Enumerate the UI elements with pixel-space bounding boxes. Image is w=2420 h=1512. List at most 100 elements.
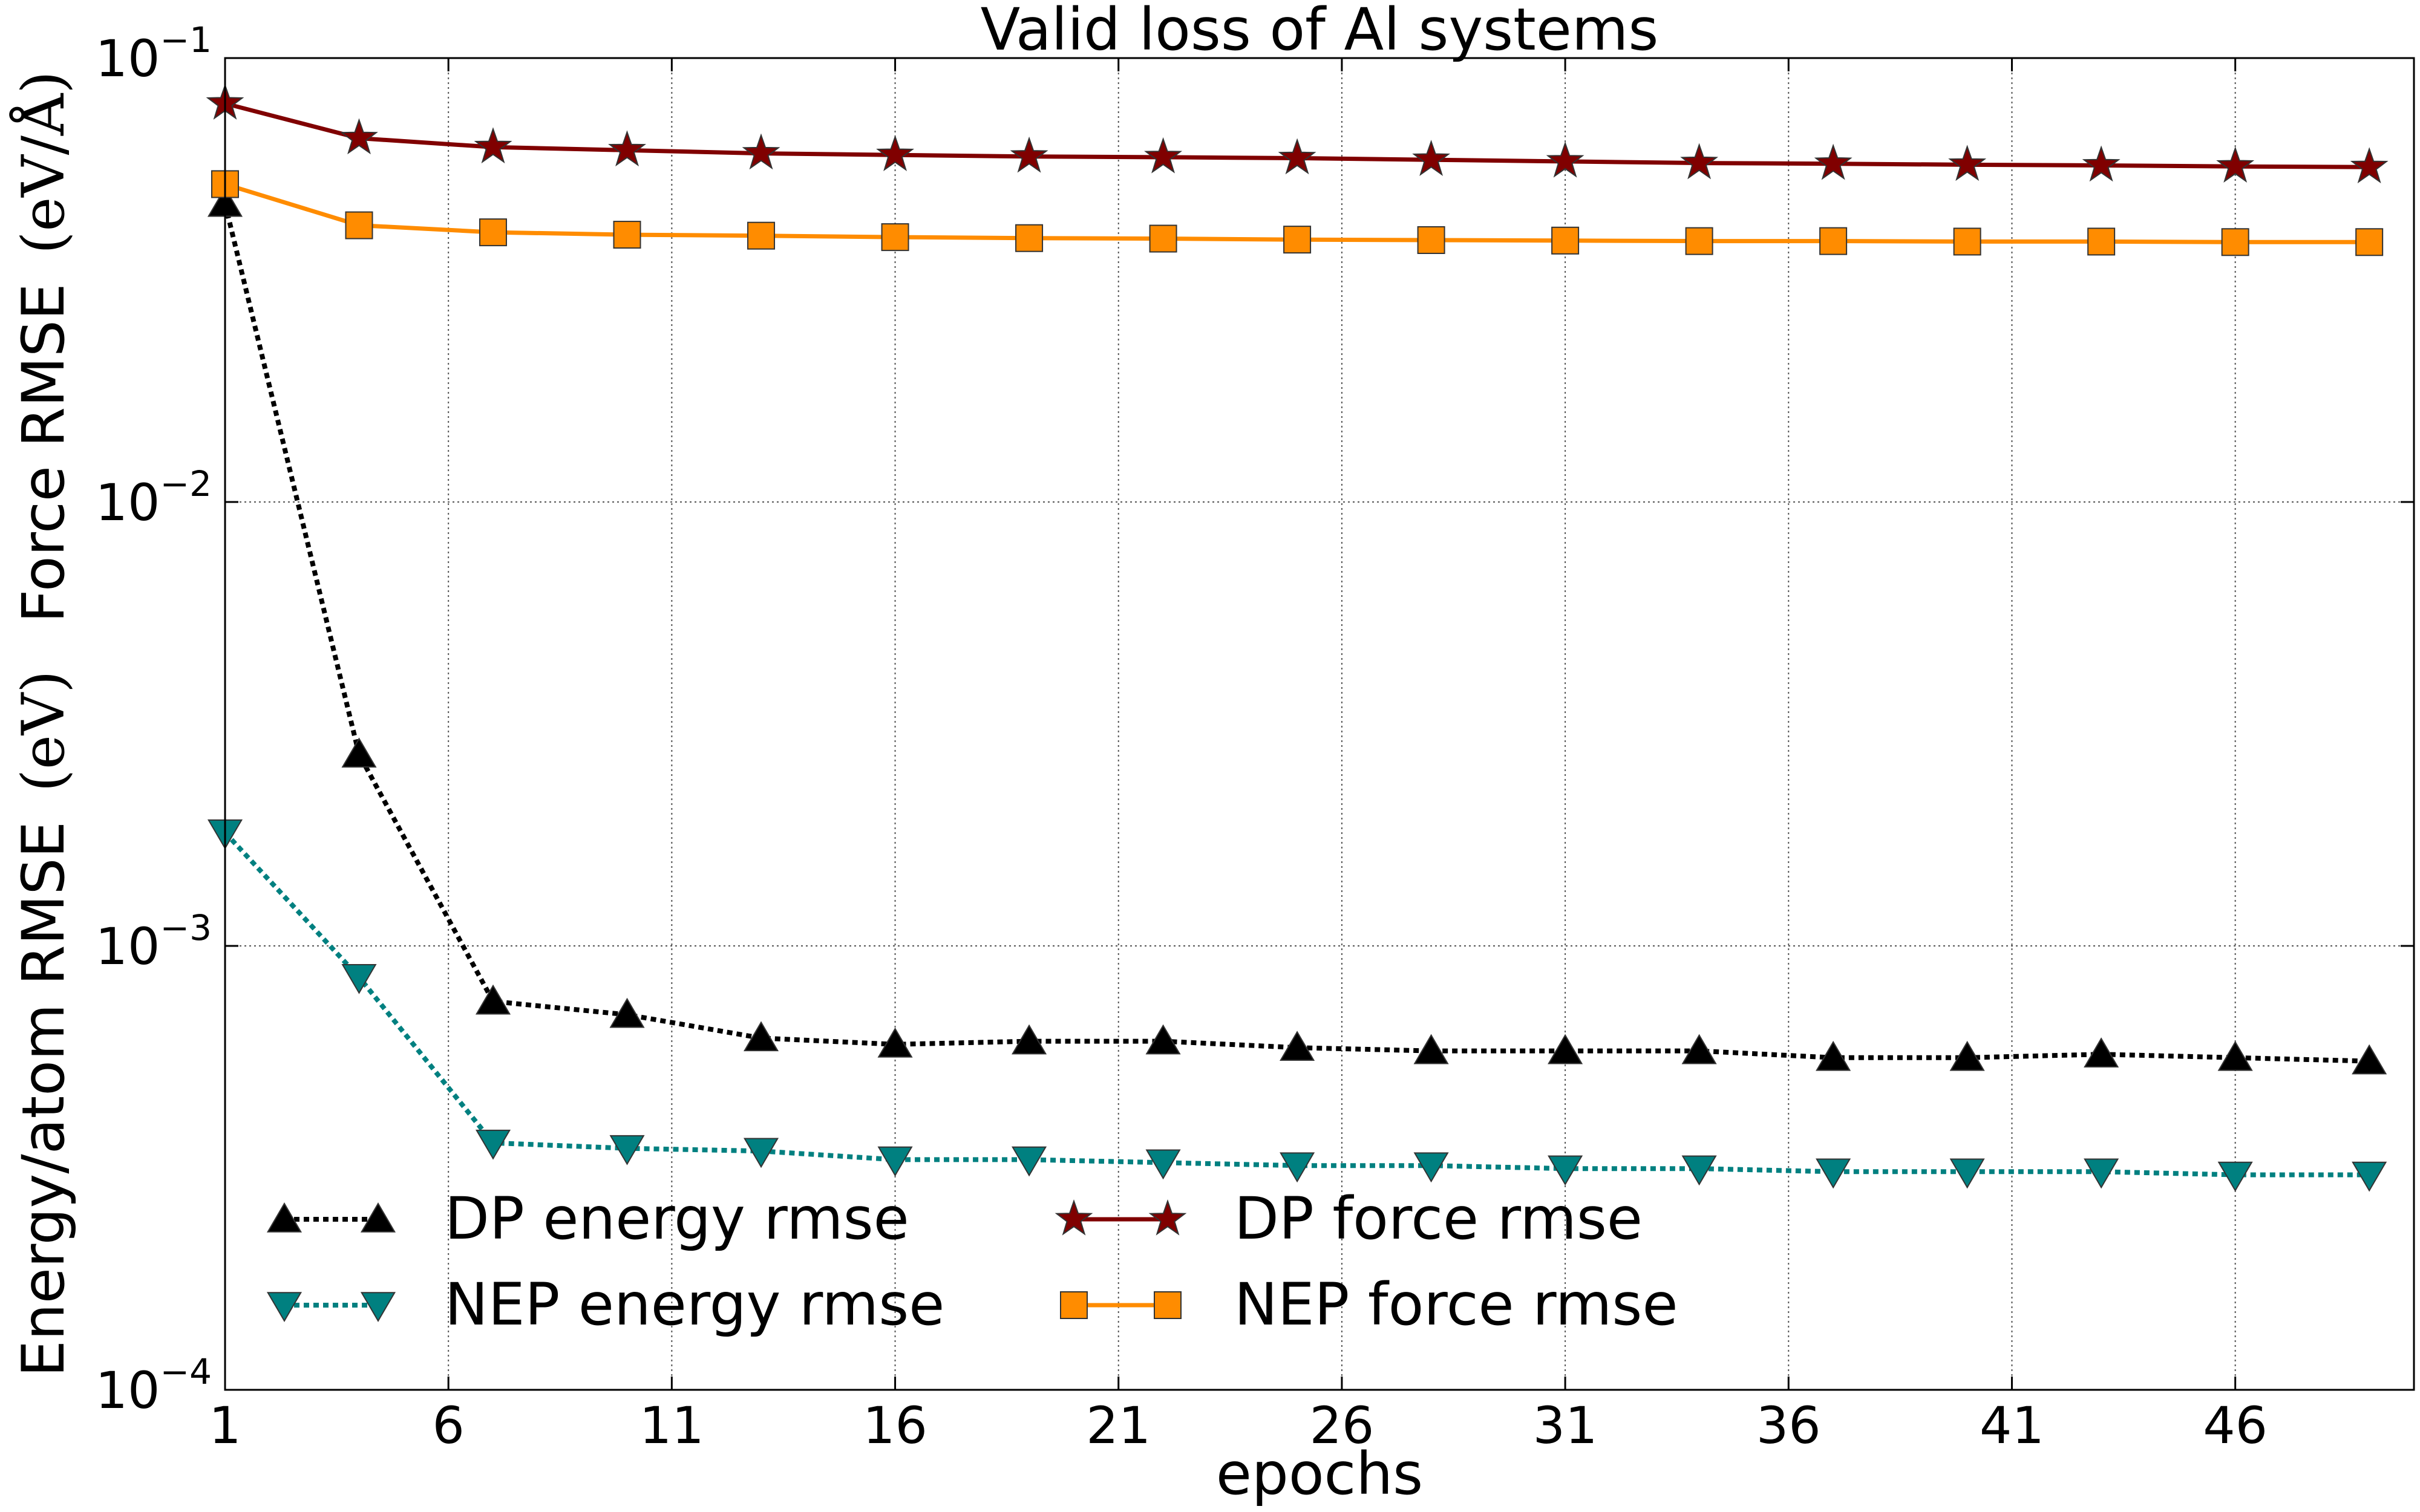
data-point [475, 1129, 511, 1160]
legend-label: NEP energy rmse [445, 1271, 944, 1338]
series-dp-energy-rmse [207, 186, 2387, 1075]
legend-marker [1060, 1291, 1088, 1319]
data-point [609, 1135, 645, 1165]
legend-marker [1148, 1199, 1187, 1236]
data-point [877, 1027, 913, 1058]
data-point [1953, 227, 1981, 256]
legend-marker [1055, 1199, 1093, 1236]
data-point [1278, 138, 1316, 175]
data-point [1681, 1155, 1717, 1186]
data-point [742, 133, 780, 170]
data-point [1685, 227, 1713, 255]
data-point [1680, 143, 1718, 180]
data-point [2217, 1040, 2253, 1071]
legend-item: DP energy rmse [266, 1185, 909, 1253]
y-label-gap: Force RMSE [10, 283, 77, 622]
y-tick-exponent: −2 [160, 463, 212, 504]
data-point [2087, 227, 2116, 256]
x-tick-label: 36 [1756, 1396, 1821, 1455]
data-point [1413, 1152, 1449, 1183]
x-tick-label: 16 [863, 1396, 927, 1455]
data-point [743, 1021, 779, 1052]
data-point [1283, 226, 1312, 254]
legend: DP energy rmse NEP energy rmse DP force rm… [266, 1185, 1678, 1338]
x-tick-label: 11 [639, 1396, 704, 1455]
x-tick-label: 26 [1309, 1396, 1374, 1455]
y-axis-label: Energy/atom RMSE (eV) Force RMSE (eV/Å) [10, 71, 77, 1377]
legend-item: NEP energy rmse [266, 1271, 944, 1338]
y-label-force-unit: (eV/Å) [10, 71, 77, 254]
legend-marker [360, 1292, 396, 1322]
data-point [877, 1146, 913, 1177]
legend-label: DP force rmse [1234, 1185, 1643, 1253]
data-point [2216, 146, 2255, 183]
y-tick-label: 10−2 [96, 463, 212, 532]
data-point [881, 223, 909, 252]
legend-label: NEP force rmse [1234, 1271, 1678, 1338]
x-tick-label: 6 [432, 1396, 464, 1455]
data-point [1010, 136, 1048, 173]
y-tick-exponent: −3 [160, 907, 212, 948]
data-point [2352, 1044, 2387, 1075]
data-point [341, 737, 377, 768]
data-point [1816, 1040, 1851, 1071]
y-tick-base: 10 [96, 473, 160, 532]
legend-marker [360, 1202, 396, 1233]
data-point [479, 218, 508, 247]
data-point [1949, 1040, 1985, 1071]
x-tick-label: 21 [1086, 1396, 1151, 1455]
data-point [1948, 145, 1987, 181]
data-point [1412, 140, 1450, 176]
data-point [1145, 1149, 1181, 1180]
data-point [1280, 1031, 1315, 1061]
data-point [341, 964, 377, 994]
data-point [1949, 1158, 1985, 1189]
x-tick-label: 41 [1980, 1396, 2044, 1455]
plot-frame [224, 57, 2415, 1391]
data-point [609, 997, 645, 1028]
data-point [475, 984, 511, 1015]
chart-title: Valid loss of Al systems [981, 0, 1659, 64]
data-point [1015, 224, 1044, 252]
data-point [1548, 1155, 1583, 1186]
legend-marker [266, 1202, 302, 1233]
x-tick-label: 31 [1533, 1396, 1598, 1455]
x-tick-label: 46 [2203, 1396, 2268, 1455]
plot-background [225, 58, 2414, 1390]
y-tick-label: 10−3 [96, 907, 212, 976]
data-point [340, 118, 378, 155]
y-tick-base: 10 [96, 917, 160, 976]
series-nep-force-rmse [211, 170, 2384, 256]
data-point [1012, 1024, 1047, 1055]
data-point [1149, 224, 1177, 253]
x-axis-label: epochs [1216, 1440, 1423, 1508]
y-tick-base: 10 [96, 29, 160, 88]
series-layer [206, 83, 2389, 1192]
data-point [1012, 1146, 1047, 1177]
data-point [613, 221, 641, 249]
data-point [876, 135, 914, 171]
data-point [1814, 143, 1853, 180]
data-point [2082, 145, 2121, 182]
y-label-energy-unit: (eV) [10, 670, 77, 792]
data-point [1819, 227, 1848, 255]
data-point [1681, 1034, 1717, 1064]
data-point [1417, 226, 1445, 254]
data-point [747, 221, 776, 250]
y-label-main: Energy/atom RMSE [10, 821, 77, 1377]
data-point [2355, 228, 2384, 256]
data-point [1413, 1034, 1449, 1064]
data-point [2084, 1158, 2119, 1189]
data-point [1280, 1152, 1315, 1183]
data-point [1816, 1158, 1851, 1189]
y-tick-exponent: −1 [160, 19, 212, 60]
y-tick-base: 10 [96, 1361, 160, 1420]
legend-label: DP energy rmse [445, 1185, 909, 1253]
y-tick-label: 10−1 [96, 19, 212, 88]
data-point [1551, 226, 1580, 255]
x-tick-label: 1 [209, 1396, 241, 1455]
data-point [2352, 1161, 2387, 1192]
data-point [1144, 137, 1182, 174]
